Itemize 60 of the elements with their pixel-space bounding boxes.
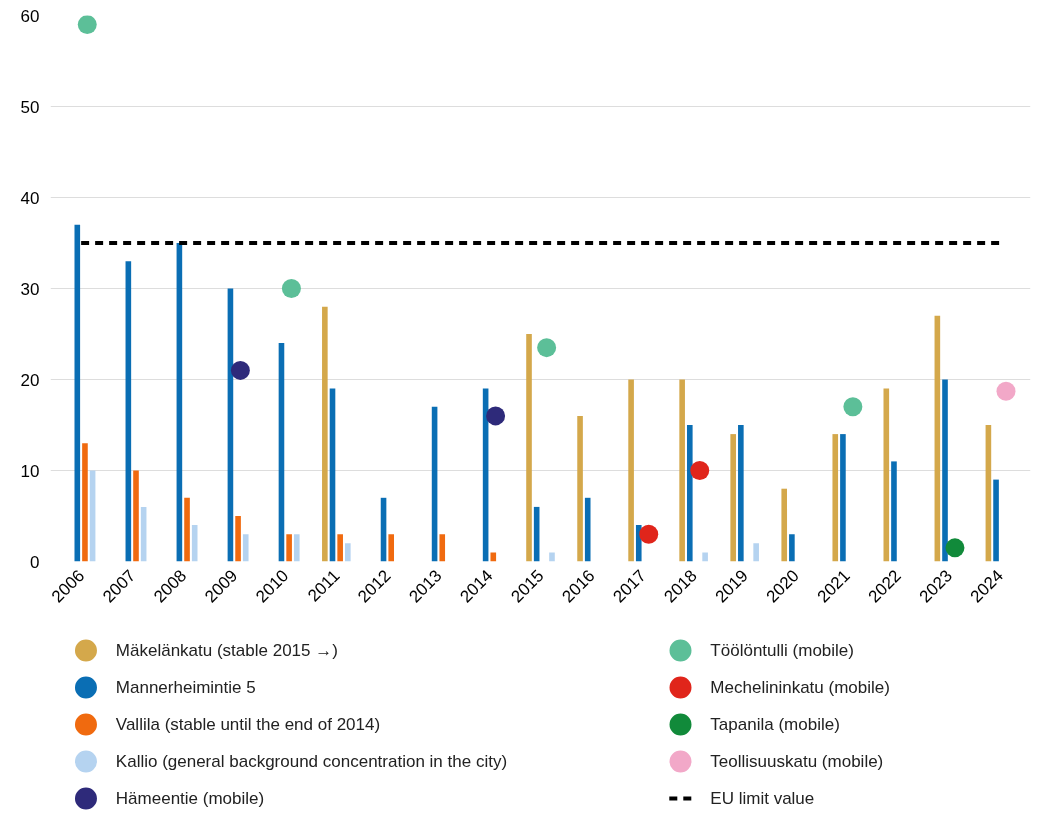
- bar: [345, 543, 351, 562]
- point: [77, 15, 97, 35]
- point: [843, 397, 863, 417]
- bar: [337, 534, 343, 562]
- point: [945, 538, 965, 558]
- bar: [789, 534, 795, 562]
- legend-label: Hämeentie (mobile): [115, 789, 265, 808]
- bar: [439, 534, 446, 562]
- bar: [738, 425, 744, 562]
- y-tick-label: 60: [20, 6, 40, 26]
- bar: [322, 306, 328, 562]
- bar: [891, 461, 897, 562]
- bar: [730, 434, 736, 562]
- bar: [293, 534, 300, 562]
- bar: [584, 497, 591, 562]
- point: [537, 338, 557, 358]
- bar: [942, 379, 948, 562]
- y-tick-label: 40: [20, 188, 40, 208]
- y-tick-label: 50: [20, 97, 40, 117]
- bar: [832, 434, 839, 562]
- bar: [286, 534, 292, 562]
- point: [690, 461, 710, 480]
- y-tick-label: 30: [20, 279, 40, 299]
- bar: [993, 479, 999, 562]
- point: [996, 381, 1016, 401]
- bar: [702, 552, 708, 562]
- bar: [628, 379, 634, 562]
- bar: [753, 543, 759, 562]
- point: [639, 524, 659, 544]
- bar: [840, 434, 846, 562]
- bar: [781, 488, 788, 562]
- bar: [686, 425, 693, 562]
- bar: [235, 516, 241, 562]
- legend-label: Töölöntulli (mobile): [710, 641, 854, 660]
- bar: [526, 334, 532, 562]
- legend-label: Mäkelänkatu (stable 2015 →): [115, 641, 338, 660]
- bar: [388, 534, 395, 562]
- bar: [490, 552, 497, 562]
- point: [281, 279, 301, 298]
- y-tick-label: 20: [20, 370, 40, 390]
- legend-label: Vallila (stable until the end of 2014): [115, 715, 381, 734]
- legend-label: EU limit value: [710, 789, 815, 808]
- bar: [82, 443, 88, 562]
- bar: [191, 525, 198, 562]
- bar: [242, 534, 249, 562]
- bar: [679, 379, 685, 562]
- legend-label: Mannerheimintie 5: [115, 678, 256, 697]
- bar: [577, 415, 583, 562]
- legend-label: Kallio (general background concentration in the city): [115, 752, 508, 771]
- bar: [74, 224, 81, 562]
- bar: [549, 552, 555, 562]
- y-tick-label: 0: [30, 552, 40, 572]
- bar: [133, 470, 139, 562]
- y-tick-label: 10: [20, 461, 40, 481]
- point: [486, 406, 506, 426]
- point: [230, 360, 250, 380]
- bar: [184, 497, 190, 562]
- legend-label: Tapanila (mobile): [710, 715, 840, 734]
- legend-label: Teollisuuskatu (mobile): [710, 752, 884, 771]
- legend-label: Mechelininkatu (mobile): [710, 678, 890, 697]
